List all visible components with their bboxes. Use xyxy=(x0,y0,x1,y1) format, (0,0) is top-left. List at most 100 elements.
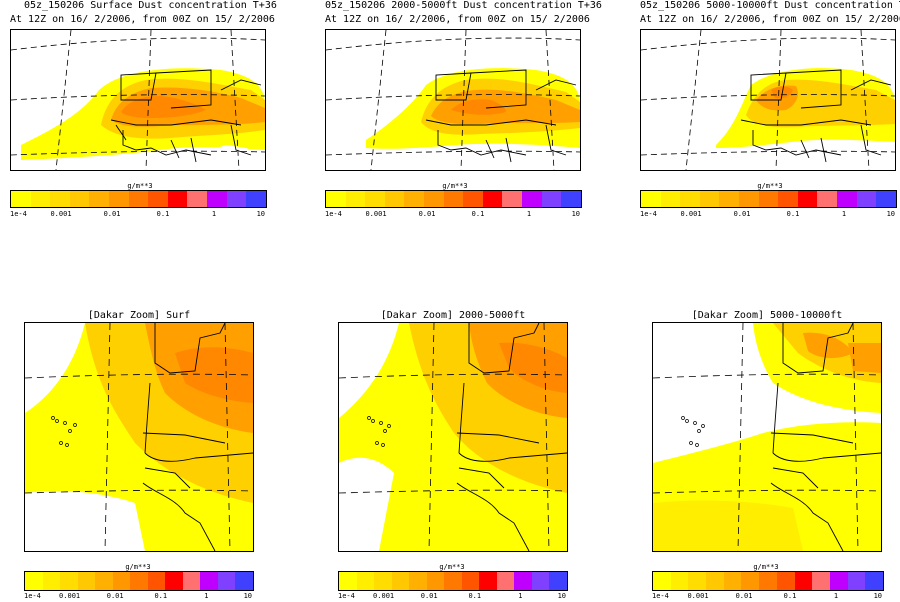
colorbar-tick-label: 1 xyxy=(841,210,847,218)
colorbar-swatch xyxy=(95,572,113,590)
map-svg xyxy=(25,323,253,551)
colorbar-tick-label: 0.1 xyxy=(468,592,482,600)
colorbar-zoom-surface xyxy=(24,571,254,591)
colorbar-swatch xyxy=(699,191,720,207)
colorbar-swatch xyxy=(759,572,777,590)
colorbar-swatch xyxy=(812,572,830,590)
colorbar-swatch xyxy=(549,572,567,590)
colorbar-tick-label: 1e-4 xyxy=(338,592,355,600)
colorbar-tick-label: 0.001 xyxy=(687,592,709,600)
colorbar-swatch xyxy=(443,191,464,207)
colorbar-swatch xyxy=(741,572,760,590)
colorbar-swatch xyxy=(426,572,445,590)
colorbar-tick-label: 1 xyxy=(526,210,532,218)
colorbar-swatch xyxy=(128,191,149,207)
colorbar-ticks: 1e-4 0.001 0.01 0.1 1 10 xyxy=(652,592,882,602)
colorbar-swatch xyxy=(130,572,148,590)
colorbar-swatch xyxy=(374,572,392,590)
colorbar-tick-label: 0.1 xyxy=(786,210,800,218)
colorbar-swatch xyxy=(235,572,253,590)
colorbar-swatch xyxy=(50,191,70,207)
colorbar-swatch xyxy=(11,191,31,207)
map-svg xyxy=(326,30,580,170)
colorbar-tick-label: 0.01 xyxy=(103,210,121,218)
colorbar-tick-label: 0.01 xyxy=(418,210,436,218)
colorbar-swatch xyxy=(502,191,523,207)
colorbar-tick-label: 10 xyxy=(886,210,895,218)
colorbar-swatch xyxy=(680,191,700,207)
top-panel-2000-5000: 05z_150206 2000-5000ft Dust concentratio… xyxy=(315,0,615,230)
colorbar-swatch xyxy=(409,572,427,590)
zoom-map-5000-10000 xyxy=(652,322,882,552)
colorbar-swatch xyxy=(461,572,480,590)
colorbar-swatch xyxy=(514,572,532,590)
dust-map-surface xyxy=(10,29,266,171)
colorbar-swatch xyxy=(404,191,425,207)
colorbar-swatch xyxy=(653,572,671,590)
colorbar-swatch xyxy=(182,572,201,590)
colorbar-tick-label: 1e-4 xyxy=(640,210,657,218)
colorbar-tick-label: 0.01 xyxy=(106,592,124,600)
colorbar-swatch xyxy=(30,191,51,207)
colorbar-swatch xyxy=(217,572,236,590)
colorbar-ticks: 1e-4 0.001 0.01 0.1 1 10 xyxy=(640,210,895,220)
colorbar-tick-label: 10 xyxy=(256,210,265,218)
colorbar-zoom-5000-10000 xyxy=(652,571,884,591)
colorbar-tick-label: 0.001 xyxy=(59,592,81,600)
colorbar-swatch xyxy=(758,191,779,207)
colorbar-top-surface xyxy=(10,190,267,208)
colorbar-tick-label: 0.1 xyxy=(471,210,485,218)
colorbar-tick-label: 10 xyxy=(243,592,252,600)
colorbar-swatch xyxy=(817,191,838,207)
colorbar-swatch xyxy=(326,191,346,207)
colorbar-swatch xyxy=(463,191,483,207)
zoom-title: [Dakar Zoom] Surf xyxy=(87,310,191,321)
zoom-map-surface xyxy=(24,322,254,552)
panel-subtitle: At 12Z on 16/ 2/2006, from 00Z on 15/ 2/… xyxy=(325,14,590,25)
colorbar-swatch xyxy=(847,572,866,590)
colorbar-swatch xyxy=(200,572,218,590)
colorbar-swatch xyxy=(856,191,877,207)
colorbar-swatch xyxy=(865,572,883,590)
colorbar-swatch xyxy=(482,191,503,207)
map-svg xyxy=(339,323,567,551)
colorbar-swatch xyxy=(112,572,131,590)
colorbar-swatch xyxy=(723,572,742,590)
colorbar-tick-label: 1 xyxy=(204,592,209,600)
colorbar-swatch xyxy=(670,572,689,590)
colorbar-swatch xyxy=(829,572,848,590)
colorbar-tick-label: 10 xyxy=(571,210,580,218)
colorbar-tick-label: 0.1 xyxy=(156,210,170,218)
colorbar-swatch xyxy=(69,191,90,207)
colorbar-swatch xyxy=(165,572,183,590)
colorbar-units: g/m**3 xyxy=(125,563,151,571)
zoom-panel-2000-5000: [Dakar Zoom] 2000-5000ft xyxy=(315,305,615,601)
colorbar-tick-label: 1e-4 xyxy=(325,210,342,218)
colorbar-swatch xyxy=(706,572,724,590)
colorbar-swatch xyxy=(496,572,515,590)
colorbar-tick-label: 0.01 xyxy=(735,592,753,600)
colorbar-swatch xyxy=(148,191,168,207)
colorbar-swatch xyxy=(778,191,798,207)
colorbar-swatch xyxy=(719,191,740,207)
dust-map-2000-5000 xyxy=(325,29,581,171)
colorbar-ticks: 1e-4 0.001 0.01 0.1 1 10 xyxy=(24,592,252,602)
panel-subtitle: At 12Z on 16/ 2/2006, from 00Z on 15/ 2/… xyxy=(640,14,900,25)
top-panel-surface: 05z_150206 Surface Dust concentration T+… xyxy=(0,0,300,230)
colorbar-tick-label: 1e-4 xyxy=(652,592,669,600)
map-svg xyxy=(653,323,881,551)
colorbar-swatch xyxy=(187,191,208,207)
colorbar-swatch xyxy=(444,572,462,590)
colorbar-tick-label: 1 xyxy=(518,592,523,600)
colorbar-swatch xyxy=(42,572,61,590)
colorbar-swatch xyxy=(794,572,813,590)
colorbar-swatch xyxy=(391,572,410,590)
colorbar-tick-label: 0.01 xyxy=(420,592,438,600)
colorbar-swatch xyxy=(77,572,96,590)
zoom-map-2000-5000 xyxy=(338,322,568,552)
colorbar-swatch xyxy=(207,191,227,207)
panel-subtitle: At 12Z on 16/ 2/2006, from 00Z on 15/ 2/… xyxy=(10,14,275,25)
panel-title: 05z_150206 2000-5000ft Dust concentratio… xyxy=(325,0,602,11)
colorbar-tick-label: 1 xyxy=(211,210,217,218)
colorbar-tick-label: 10 xyxy=(557,592,566,600)
